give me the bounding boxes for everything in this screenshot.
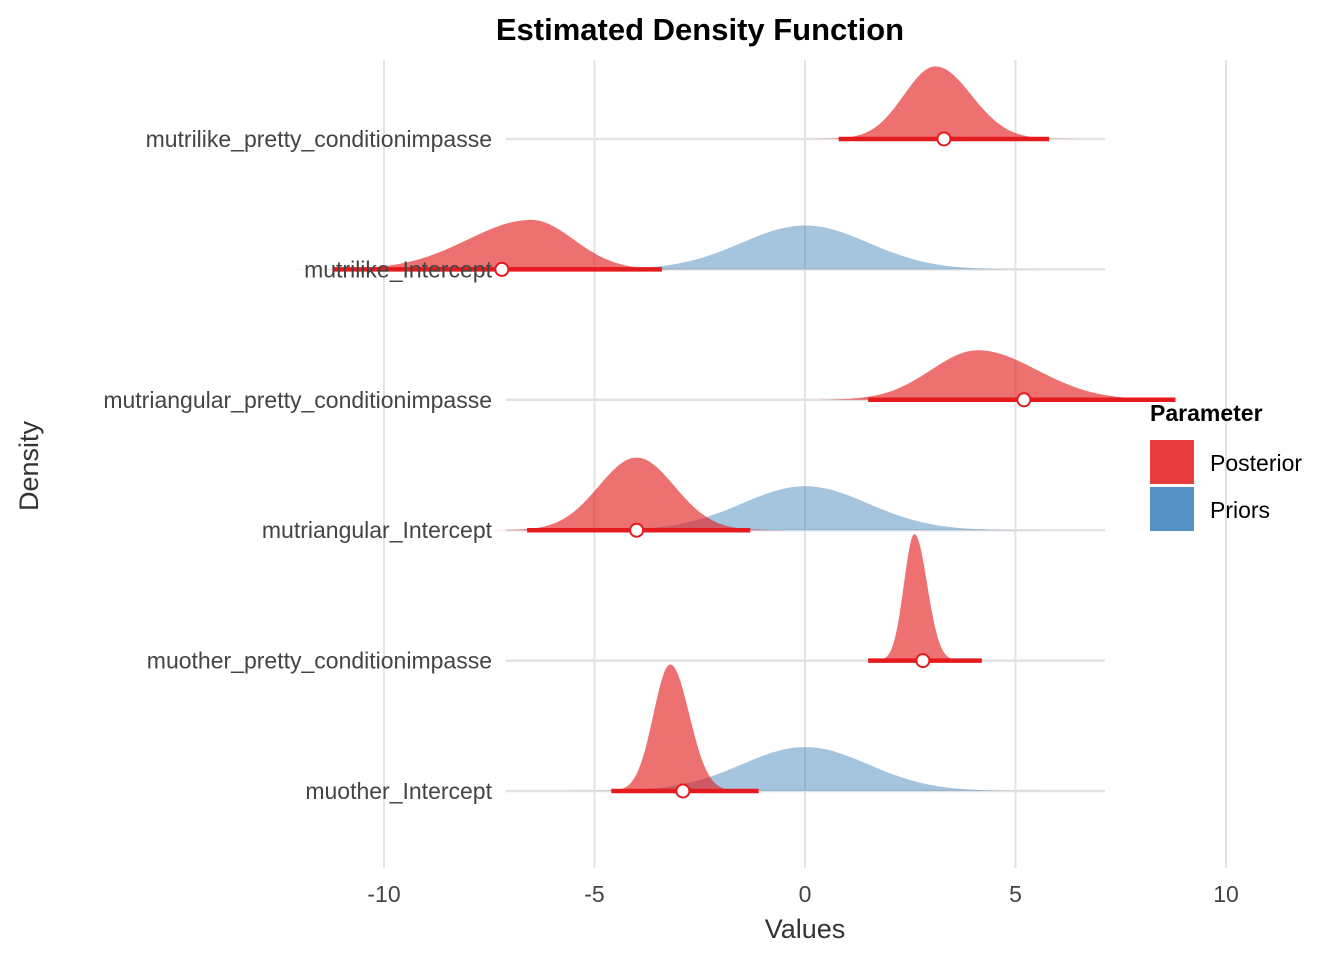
- posterior-density: [278, 219, 700, 270]
- density-row: [809, 66, 1079, 147]
- density-rows: [194, 66, 1344, 799]
- x-tick-label: 0: [799, 881, 812, 907]
- legend-swatch: [1150, 440, 1194, 484]
- x-tick-label: 5: [1009, 881, 1022, 907]
- y-tick-label: muother_pretty_conditionimpasse: [147, 648, 492, 674]
- legend-swatch: [1150, 487, 1194, 531]
- legend-label: Posterior: [1210, 450, 1302, 476]
- posterior-point: [915, 653, 931, 669]
- grid: [383, 60, 1227, 868]
- legend-label: Priors: [1210, 497, 1270, 523]
- posterior-density: [792, 350, 1214, 400]
- prior-density: [194, 747, 1344, 791]
- y-axis-title: Density: [14, 420, 44, 511]
- prior-density: [194, 225, 1344, 270]
- x-tick-label: 10: [1213, 881, 1239, 907]
- chart-title: Estimated Density Function: [496, 12, 904, 47]
- density-row: [194, 219, 1344, 277]
- posterior-density: [809, 66, 1079, 139]
- legend: Parameter Posterior Priors: [1150, 400, 1302, 531]
- posterior-point: [629, 522, 645, 538]
- y-axis-labels: mutrilike_pretty_conditionimpassemutrili…: [103, 126, 492, 804]
- x-axis-ticks: -10 -5 0 5 10: [367, 881, 1238, 907]
- y-tick-label: mutriangular_Intercept: [262, 517, 493, 543]
- prior-density: [194, 486, 1344, 531]
- density-row: [194, 664, 1344, 799]
- posterior-point: [936, 131, 952, 147]
- posterior-density: [485, 457, 789, 531]
- density-row: [194, 457, 1344, 538]
- posterior-point: [675, 783, 691, 799]
- x-tick-label: -5: [584, 881, 604, 907]
- posterior-point: [1016, 392, 1032, 408]
- posterior-point: [494, 261, 510, 277]
- x-tick-label: -10: [367, 881, 400, 907]
- y-tick-label: mutrilike_pretty_conditionimpasse: [146, 126, 492, 152]
- y-tick-label: muother_Intercept: [305, 778, 492, 804]
- x-axis-title: Values: [765, 914, 846, 944]
- density-row: [868, 534, 982, 669]
- density-row: [792, 350, 1214, 408]
- posterior-density: [872, 534, 965, 661]
- legend-title: Parameter: [1150, 400, 1263, 426]
- y-tick-label: mutriangular_pretty_conditionimpasse: [103, 387, 492, 413]
- y-tick-label: mutrilike_Intercept: [304, 256, 493, 282]
- posterior-density: [602, 664, 747, 791]
